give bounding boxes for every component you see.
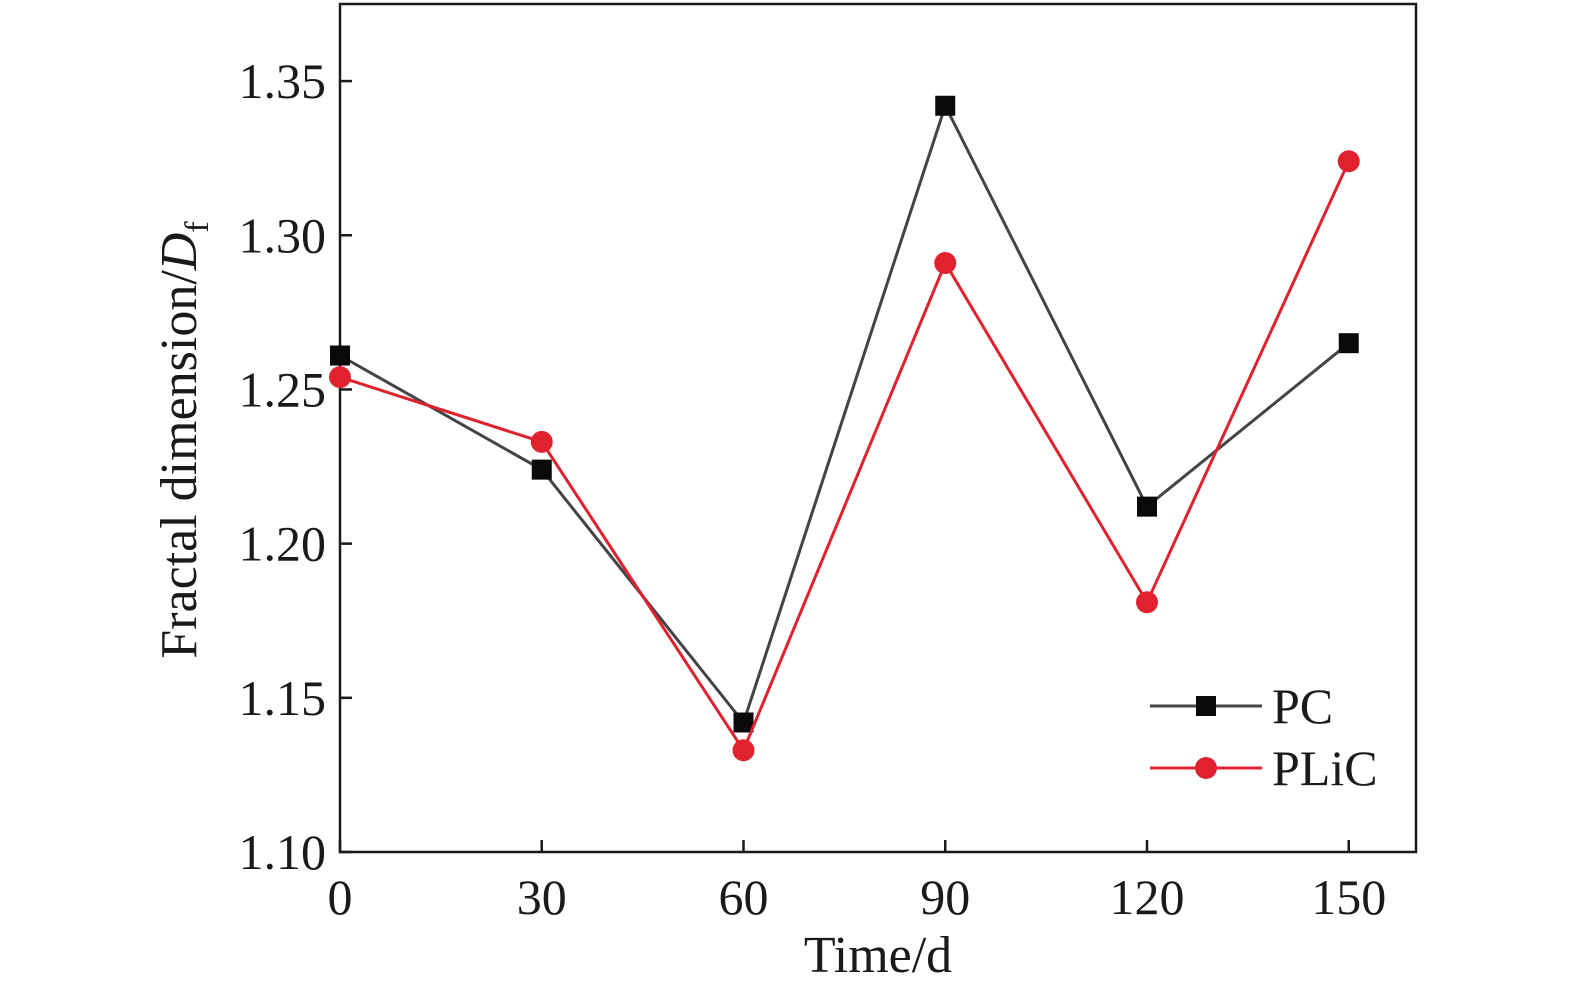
x-tick-label: 60 [719,869,769,925]
data-point-pc [531,459,552,480]
y-tick-label: 1.35 [239,53,327,109]
data-point-pc [733,712,754,733]
plot-frame [338,2,1418,854]
data-point-plic [329,366,351,389]
x-tick-label: 150 [1311,869,1386,925]
y-tick-label: 1.25 [239,361,327,417]
data-point-plic [934,252,957,275]
data-point-pc [1338,333,1359,354]
data-point-pc [935,95,956,116]
data-point-plic [1136,591,1158,614]
y-axis-label-subscript: f [179,221,216,233]
data-point-pc [330,345,350,366]
x-tick-label: 30 [517,869,567,925]
legend: PC PLiC [1150,678,1378,796]
legend-marker [1195,757,1217,779]
series-plic [329,150,1360,762]
y-axis-label: Fractal dimension/Df [151,221,216,659]
series-group [329,95,1360,762]
x-tick-label: 120 [1110,869,1185,925]
legend-label: PC [1272,678,1333,734]
y-tick-label: 1.10 [239,824,327,880]
data-point-plic [530,430,553,453]
series-line-pc [339,101,1350,726]
series-line-plic [339,160,1351,754]
x-tick-label: 0 [328,869,353,925]
x-axis-label: Time/d [804,927,952,984]
legend-marker [1196,696,1216,716]
y-tick-label: 1.20 [239,516,327,572]
y-axis-label-main: Fractal dimension/ [151,270,208,659]
plot-area [338,2,1418,854]
data-point-plic [732,739,755,762]
legend-item-pc: PC [1150,678,1333,734]
legend-item-plic: PLiC [1150,740,1378,796]
axis-ticks: 0 30 60 90 120 150 1.10 1.15 1.20 1.25 1.30 1.35 [239,53,1387,925]
data-point-plic [1337,150,1360,173]
y-tick-label: 1.30 [239,207,327,263]
x-tick-label: 90 [920,869,970,925]
legend-label: PLiC [1272,740,1378,796]
y-axis-label-symbol: D [151,233,208,272]
data-point-pc [1137,496,1157,517]
series-pc [330,95,1359,733]
y-tick-label: 1.15 [239,670,327,726]
